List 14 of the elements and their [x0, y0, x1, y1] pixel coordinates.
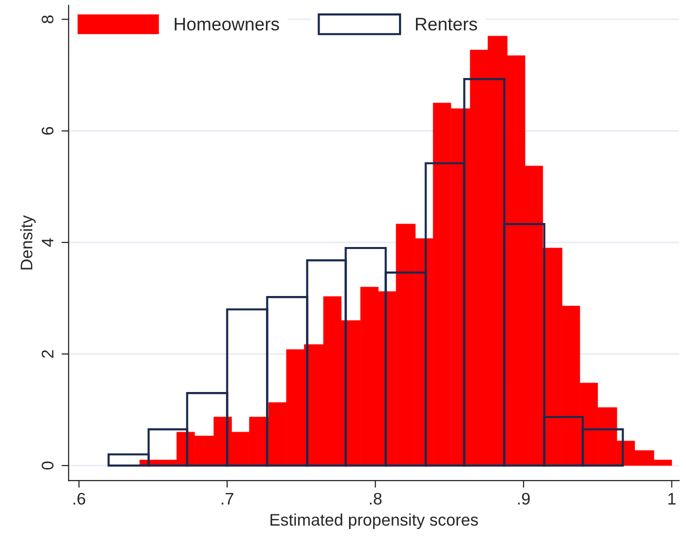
x-tick-label: .7 [222, 493, 234, 504]
y-tick-label: 6 [42, 126, 54, 135]
y-tick-label: 8 [42, 15, 54, 24]
x-tick-label: 1 [668, 493, 676, 504]
y-axis-title: Density [20, 215, 36, 270]
x-tick-label: .6 [74, 492, 86, 505]
legend-label: Homeowners [174, 18, 280, 30]
x-tick-label: .9 [518, 492, 530, 505]
y-tick-label: 0 [42, 462, 54, 470]
y-tick-label: 4 [42, 238, 54, 247]
y-tick-label: 2 [42, 350, 54, 358]
x-tick-label: .8 [370, 492, 382, 505]
x-axis-title: Estimated propensity scores [270, 514, 478, 530]
legend-label: Renters [416, 18, 478, 30]
